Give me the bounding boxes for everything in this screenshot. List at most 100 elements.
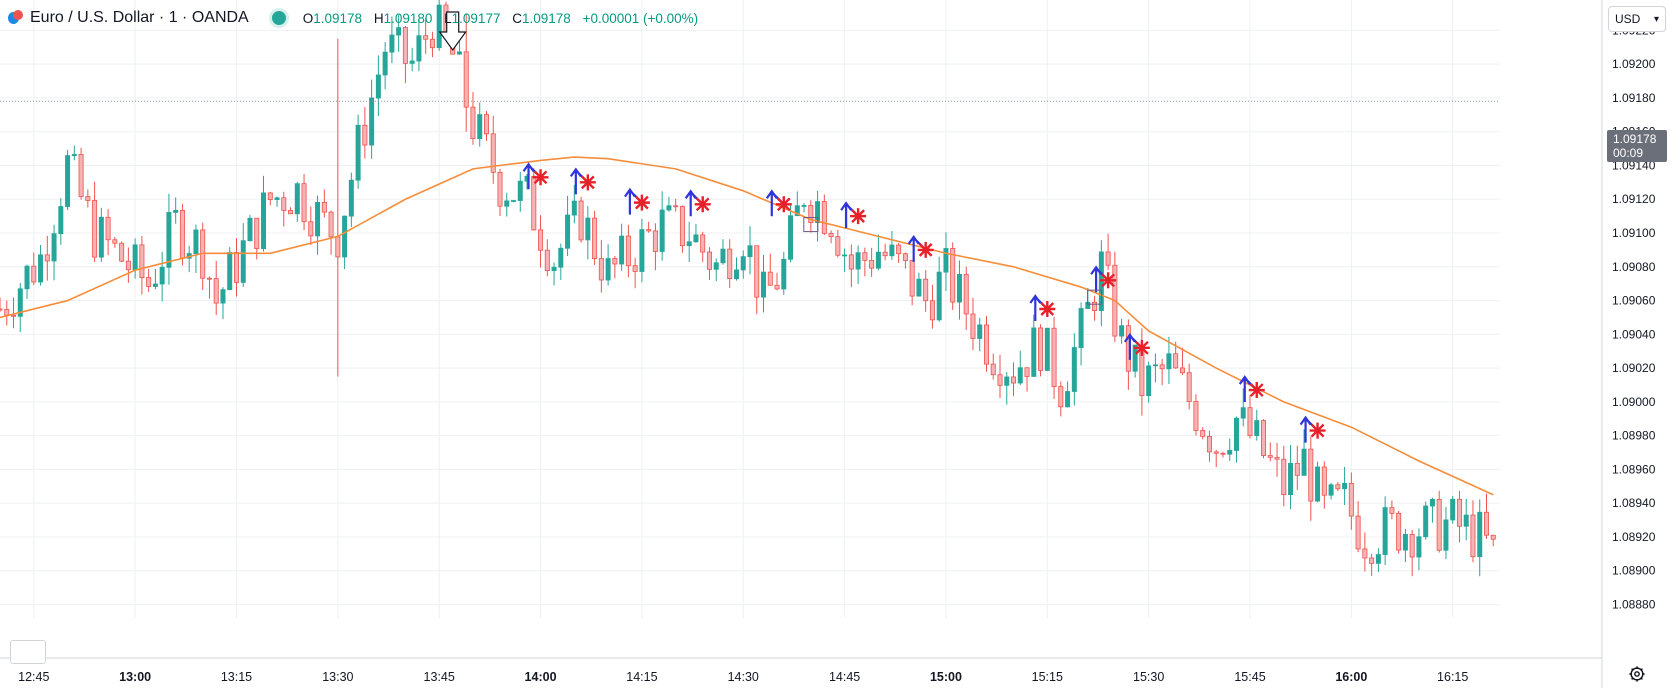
candle-body <box>740 256 746 271</box>
candle-down <box>308 206 314 246</box>
candle-up <box>1450 495 1456 524</box>
candle-body <box>693 234 699 243</box>
settings-gear-icon[interactable] <box>1628 665 1646 683</box>
red-star-icon <box>1248 382 1265 399</box>
candle-body <box>1254 420 1260 436</box>
candle-up <box>1429 497 1435 523</box>
candle-up <box>666 196 672 212</box>
candle-up <box>1227 438 1233 461</box>
candle-body <box>1220 452 1226 455</box>
candle-up <box>1328 482 1334 500</box>
candle-body <box>706 251 712 270</box>
candle-body <box>1402 533 1408 551</box>
candle-body <box>1119 325 1125 337</box>
candle-down <box>1274 442 1280 477</box>
chevron-down-icon: ▾ <box>1653 13 1659 25</box>
candle-down <box>31 252 37 286</box>
scroll-to-start-button[interactable] <box>10 640 46 664</box>
candle-up <box>1443 506 1449 559</box>
candle-body <box>38 254 44 283</box>
candle-up <box>693 223 699 243</box>
candle-body <box>1308 448 1314 502</box>
candle-body <box>382 51 388 76</box>
price-tick-label: 1.09020 <box>1612 361 1656 375</box>
candle-up <box>220 287 226 320</box>
chart-legend: Euro / U.S. Dollar · 1 · OANDA O1.09178 … <box>8 6 706 30</box>
currency-label: USD <box>1615 12 1641 26</box>
red-star-icon <box>1100 272 1117 289</box>
candle-body <box>788 215 794 260</box>
price-tick-label: 1.09180 <box>1612 91 1656 105</box>
candle-down <box>909 260 915 306</box>
signal-marker <box>765 189 792 217</box>
candle-down <box>1267 442 1273 462</box>
candle-body <box>1179 367 1185 374</box>
candle-body <box>733 269 739 279</box>
candle-up <box>240 223 246 288</box>
candle-body <box>754 245 760 298</box>
price-tick-label: 1.09200 <box>1612 57 1656 71</box>
candle-body <box>456 51 462 55</box>
candle-up <box>747 226 753 275</box>
candle-body <box>679 206 685 247</box>
candle-down <box>1179 347 1185 376</box>
candle-down <box>983 315 989 372</box>
open-value: 1.09178 <box>313 10 363 26</box>
candle-up <box>889 231 895 260</box>
candle-down <box>1220 451 1226 458</box>
candle-up <box>1119 318 1125 344</box>
candle-body <box>267 192 273 200</box>
candle-down <box>1355 501 1361 553</box>
candle-down <box>808 200 814 233</box>
candle-body <box>896 244 902 255</box>
candle-body <box>1233 417 1239 451</box>
candle-body <box>828 232 834 237</box>
candle-up <box>761 254 767 313</box>
candle-up <box>1416 528 1422 571</box>
candle-up <box>1288 445 1294 510</box>
candle-up <box>565 195 571 256</box>
candle-body <box>1416 536 1422 558</box>
candle-up <box>1402 528 1408 563</box>
signal-marker <box>623 187 650 215</box>
candle-down <box>679 205 685 253</box>
candle-up <box>977 317 983 352</box>
candle-up <box>51 224 57 281</box>
candle-body <box>1146 365 1152 397</box>
candle-up <box>733 257 739 281</box>
candle-up <box>294 181 300 222</box>
candle-down <box>997 354 1003 398</box>
time-tick-label: 14:00 <box>525 670 557 684</box>
candle-down <box>902 252 908 269</box>
candle-body <box>31 265 37 283</box>
candle-down <box>754 245 760 315</box>
price-tick-label: 1.08900 <box>1612 564 1656 578</box>
candle-body <box>747 245 753 258</box>
candle-body <box>923 278 929 302</box>
candle-up <box>396 14 402 52</box>
candle-body <box>92 200 98 258</box>
red-star-icon <box>1309 422 1326 439</box>
candle-body <box>1328 484 1334 496</box>
candle-body <box>1152 364 1158 367</box>
candle-down <box>1024 367 1030 392</box>
currency-selector[interactable]: USD ▾ <box>1608 6 1666 32</box>
candle-down <box>538 215 544 268</box>
marker-box <box>803 217 819 233</box>
candle-body <box>558 247 564 268</box>
candle-down <box>483 111 489 141</box>
candle-body <box>909 260 915 297</box>
candle-down <box>929 284 935 329</box>
candle-up <box>619 223 625 271</box>
candle-down <box>146 268 152 292</box>
candle-down <box>200 222 206 291</box>
candle-body <box>950 248 956 303</box>
candle-up <box>416 19 422 72</box>
candle-down <box>1159 358 1165 386</box>
candle-body <box>159 266 165 285</box>
symbol-title[interactable]: Euro / U.S. Dollar · 1 · OANDA <box>30 9 249 26</box>
candle-body <box>1193 401 1199 431</box>
candle-body <box>335 236 341 258</box>
candle-body <box>261 192 267 249</box>
